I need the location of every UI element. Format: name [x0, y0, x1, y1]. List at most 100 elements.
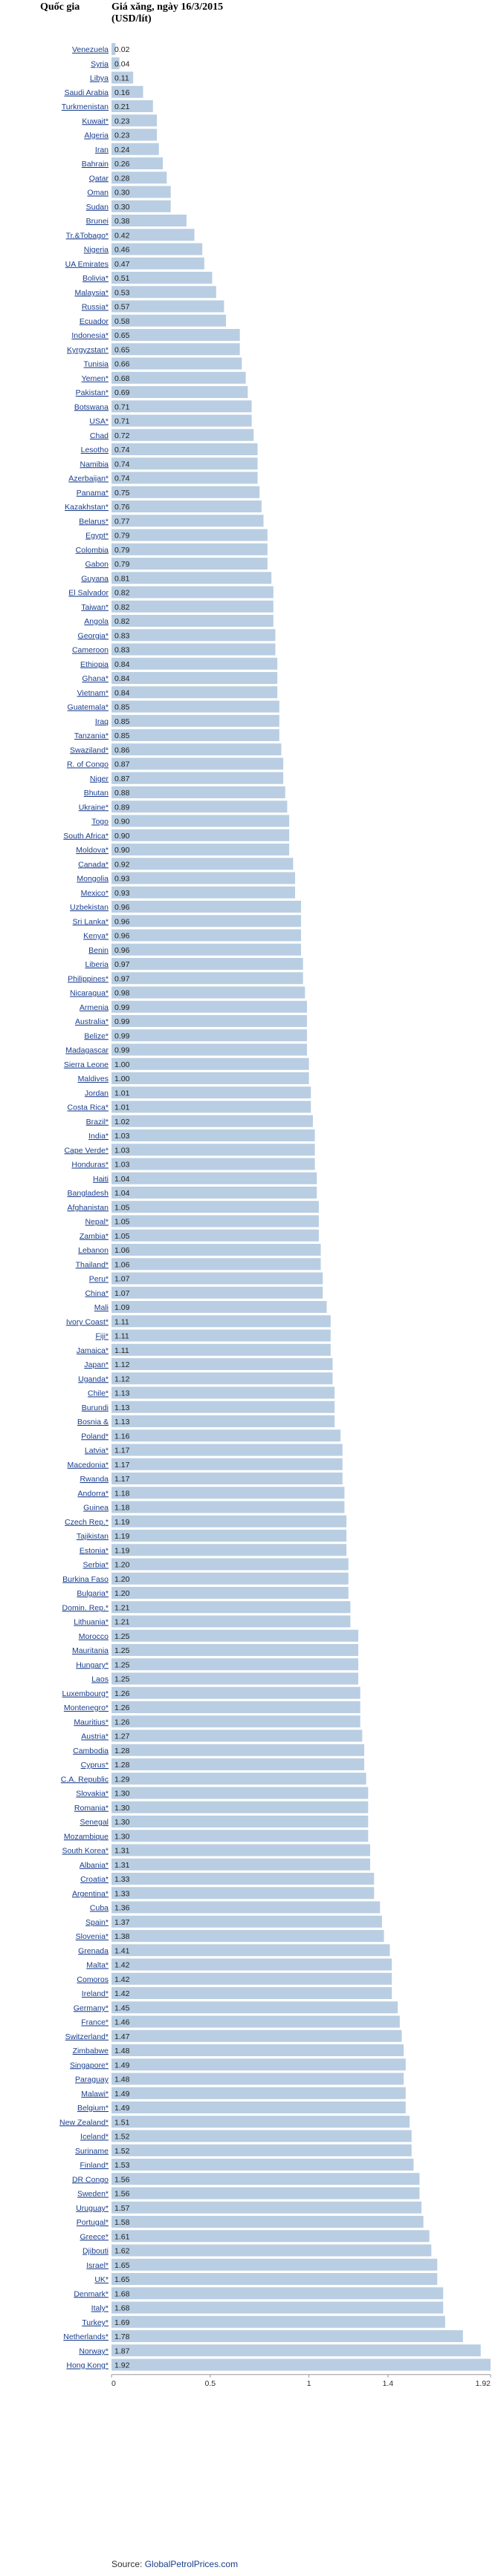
country-label[interactable]: Gabon: [85, 560, 109, 569]
country-label[interactable]: Sri Lanka*: [73, 917, 109, 926]
country-label[interactable]: Kyrgyzstan*: [67, 345, 109, 354]
country-label[interactable]: Malaysia*: [74, 288, 109, 297]
country-label[interactable]: Andorra*: [78, 1489, 109, 1498]
country-label[interactable]: Mexico*: [81, 889, 109, 898]
country-label[interactable]: DR Congo: [72, 2175, 109, 2184]
country-label[interactable]: Panama*: [77, 489, 109, 498]
country-label[interactable]: Luxembourg*: [62, 1689, 109, 1698]
country-label[interactable]: South Africa*: [63, 832, 109, 841]
country-label[interactable]: Zimbabwe: [73, 2047, 109, 2055]
country-label[interactable]: R. of Congo: [67, 760, 109, 769]
country-label[interactable]: Albania*: [80, 1861, 109, 1870]
country-label[interactable]: Fiji*: [96, 1332, 109, 1341]
country-label[interactable]: Slovenia*: [76, 1932, 109, 1941]
country-label[interactable]: Colombia: [76, 546, 109, 555]
country-label[interactable]: Kuwait*: [82, 117, 109, 125]
country-label[interactable]: Belgium*: [77, 2104, 109, 2113]
country-label[interactable]: Ecuador: [80, 317, 109, 326]
country-label[interactable]: Syria: [91, 59, 109, 68]
country-label[interactable]: Russia*: [82, 303, 109, 312]
country-label[interactable]: Serbia*: [83, 1561, 109, 1570]
country-label[interactable]: Argentina*: [72, 1889, 109, 1898]
country-label[interactable]: Lithuania*: [74, 1618, 109, 1627]
country-label[interactable]: Costa Rica*: [68, 1103, 109, 1112]
country-label[interactable]: Qatar: [89, 174, 109, 183]
country-label[interactable]: Uruguay*: [76, 2204, 109, 2213]
country-label[interactable]: Namibia: [80, 460, 109, 469]
country-label[interactable]: Greece*: [80, 2232, 109, 2241]
country-label[interactable]: Peru*: [89, 1275, 109, 1284]
country-label[interactable]: Israel*: [86, 2261, 109, 2270]
country-label[interactable]: New Zealand*: [59, 2118, 109, 2127]
country-label[interactable]: Lebanon: [78, 1246, 109, 1255]
country-label[interactable]: Cameroon: [72, 646, 109, 655]
country-label[interactable]: Ireland*: [82, 1989, 109, 1998]
country-label[interactable]: El Salvador: [68, 589, 109, 598]
country-label[interactable]: Guyana: [81, 574, 109, 583]
country-label[interactable]: Angola: [84, 617, 109, 626]
country-label[interactable]: Mozambique: [64, 1832, 109, 1841]
country-label[interactable]: Vietnam*: [77, 688, 109, 697]
country-label[interactable]: Australia*: [75, 1017, 109, 1026]
country-label[interactable]: Hong Kong*: [66, 2361, 109, 2370]
country-label[interactable]: Honduras*: [71, 1161, 109, 1170]
country-label[interactable]: Venezuela: [72, 45, 109, 54]
country-label[interactable]: Bulgaria*: [77, 1589, 109, 1598]
country-label[interactable]: Saudi Arabia: [64, 88, 109, 97]
country-label[interactable]: Portugal*: [77, 2218, 109, 2227]
country-label[interactable]: Yemen*: [82, 374, 109, 383]
country-label[interactable]: Sweden*: [77, 2190, 109, 2199]
country-label[interactable]: Canada*: [78, 860, 109, 869]
country-label[interactable]: Guatemala*: [68, 703, 109, 712]
country-label[interactable]: Mauritania: [72, 1646, 109, 1655]
country-label[interactable]: Poland*: [81, 1432, 109, 1441]
country-label[interactable]: Japan*: [84, 1360, 109, 1369]
country-label[interactable]: Cape Verde*: [64, 1146, 109, 1155]
country-label[interactable]: Nepal*: [85, 1218, 109, 1227]
country-label[interactable]: Djibouti: [83, 2247, 109, 2256]
country-label[interactable]: Uganda*: [78, 1375, 109, 1383]
country-label[interactable]: Libya: [90, 74, 109, 83]
country-label[interactable]: Rwanda: [80, 1475, 109, 1484]
country-label[interactable]: Burkina Faso: [62, 1575, 109, 1584]
country-label[interactable]: Cuba: [90, 1904, 109, 1913]
country-label[interactable]: Brunei: [86, 217, 109, 226]
country-label[interactable]: Ethiopia: [80, 660, 109, 669]
country-label[interactable]: Bahrain: [82, 160, 109, 169]
country-label[interactable]: Croatia*: [80, 1875, 109, 1884]
country-label[interactable]: Hungary*: [76, 1660, 109, 1669]
country-label[interactable]: Morocco: [79, 1632, 109, 1641]
country-label[interactable]: Norway*: [79, 2347, 109, 2355]
country-label[interactable]: Jamaica*: [77, 1346, 109, 1355]
country-label[interactable]: Suriname: [75, 2147, 109, 2156]
country-label[interactable]: Uzbekistan: [70, 903, 109, 912]
country-label[interactable]: Iraq: [95, 717, 109, 726]
country-label[interactable]: Mauritius*: [74, 1718, 109, 1726]
country-label[interactable]: Sudan: [86, 203, 109, 212]
country-label[interactable]: Niger: [90, 775, 109, 783]
country-label[interactable]: Georgia*: [78, 631, 109, 640]
country-label[interactable]: Belarus*: [79, 517, 109, 526]
country-label[interactable]: Ukraine*: [79, 803, 109, 812]
country-label[interactable]: UK*: [94, 2275, 109, 2284]
country-label[interactable]: Jordan: [85, 1089, 109, 1098]
country-label[interactable]: Bosnia &: [77, 1418, 109, 1426]
country-label[interactable]: Grenada: [78, 1946, 109, 1955]
country-label[interactable]: Slovakia*: [76, 1790, 109, 1799]
country-label[interactable]: Benin: [88, 946, 109, 955]
country-label[interactable]: Haiti: [93, 1175, 109, 1184]
country-label[interactable]: Guinea: [83, 1504, 109, 1513]
country-label[interactable]: Tanzania*: [74, 731, 109, 740]
country-label[interactable]: Germany*: [74, 2003, 109, 2012]
country-label[interactable]: Ghana*: [82, 674, 109, 683]
country-label[interactable]: Liberia: [85, 960, 109, 969]
country-label[interactable]: Kazakhstan*: [65, 503, 109, 512]
country-label[interactable]: Mali: [94, 1303, 109, 1312]
country-label[interactable]: Comoros: [77, 1975, 109, 1984]
country-label[interactable]: Malawi*: [81, 2090, 109, 2099]
country-label[interactable]: Oman: [87, 189, 109, 198]
country-label[interactable]: Turkmenistan: [62, 102, 109, 111]
country-label[interactable]: Lesotho: [81, 446, 109, 454]
country-label[interactable]: Tunisia: [84, 360, 109, 369]
country-label[interactable]: Italy*: [91, 2304, 109, 2313]
